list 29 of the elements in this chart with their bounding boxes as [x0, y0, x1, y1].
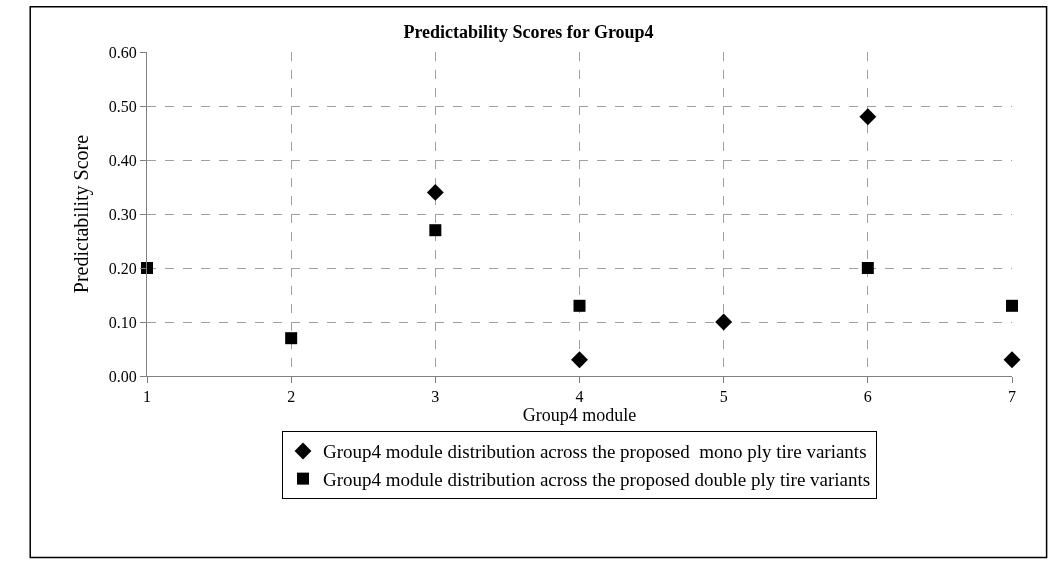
x-tick-label: 1 [143, 388, 151, 406]
x-tick-label: 3 [431, 388, 440, 406]
point [571, 351, 588, 369]
x-tick-label: 7 [1008, 388, 1016, 406]
y-tick-label: 0.00 [108, 367, 137, 385]
y-tick-label: 0.30 [108, 205, 137, 223]
x-tick-label: 5 [719, 388, 728, 406]
point [859, 108, 877, 126]
point [426, 183, 444, 201]
y-tick-label: 0.20 [108, 259, 137, 277]
point [285, 332, 298, 345]
point [861, 262, 874, 274]
y-tick-label: 0.40 [108, 151, 137, 169]
point [429, 224, 442, 237]
point [1006, 299, 1018, 312]
chart-title: Predictability Scores for Group4 [403, 21, 654, 42]
point [1003, 351, 1021, 369]
x-axis-title: Group4 module [522, 405, 637, 426]
legend-label: Group4 module distribution across the proposed double ply tire variants [323, 469, 871, 491]
x-tick-label: 4 [575, 388, 584, 406]
y-axis-title: Predictability Score [70, 134, 94, 294]
point [715, 313, 733, 331]
x-tick-label: 6 [863, 388, 872, 406]
y-tick-label: 0.50 [108, 97, 137, 115]
y-tick-label: 0.10 [108, 313, 137, 331]
x-tick-label: 2 [287, 388, 296, 406]
point [573, 299, 586, 312]
legend-label: Group4 module distribution across the proposed mono ply tire variants [323, 441, 867, 463]
y-tick-label: 0.60 [108, 43, 137, 61]
